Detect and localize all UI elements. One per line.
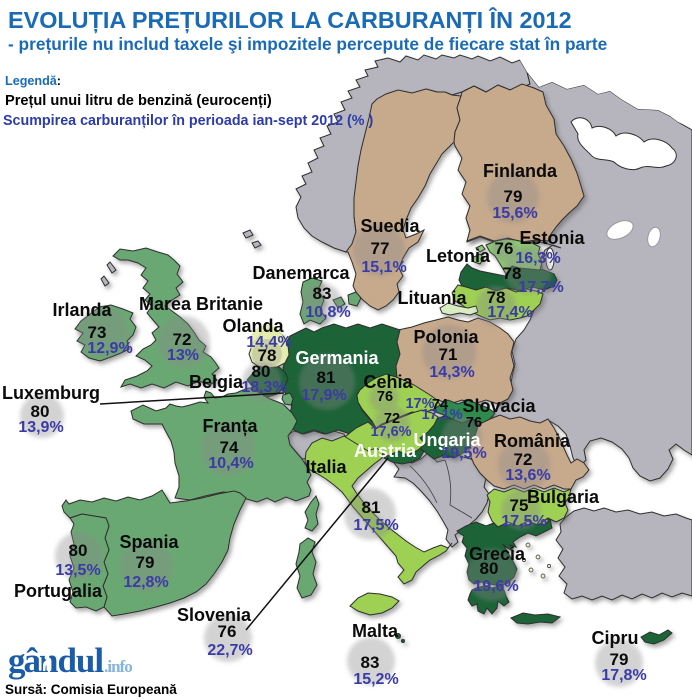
svg-text:17,5%: 17,5%: [353, 517, 398, 534]
svg-text:Polonia: Polonia: [413, 327, 479, 347]
svg-text:80: 80: [480, 559, 499, 578]
svg-text:18,3%: 18,3%: [241, 379, 286, 396]
svg-text:România: România: [494, 431, 571, 451]
svg-text:15,2%: 15,2%: [353, 671, 398, 688]
svg-text:EVOLUȚIA PREȚURILOR LA CARBURA: EVOLUȚIA PREȚURILOR LA CARBURANȚI ÎN 201…: [8, 6, 572, 33]
svg-text:Sursă: Comisia Europeană: Sursă: Comisia Europeană: [5, 682, 177, 697]
svg-text:Spania: Spania: [119, 532, 179, 552]
svg-text:22,7%: 22,7%: [207, 642, 252, 659]
svg-text:Letonia: Letonia: [426, 246, 491, 266]
svg-text:Legendă:: Legendă:: [5, 74, 61, 88]
svg-text:13%: 13%: [167, 347, 199, 364]
svg-text:79: 79: [504, 187, 523, 206]
svg-text:Irlanda: Irlanda: [52, 300, 112, 320]
svg-text:Franța: Franța: [202, 416, 258, 436]
svg-text:13,6%: 13,6%: [505, 467, 550, 484]
svg-text:Bulgaria: Bulgaria: [527, 487, 600, 507]
svg-text:80: 80: [252, 362, 271, 381]
svg-text:Italia: Italia: [305, 457, 347, 477]
svg-text:Marea Britanie: Marea Britanie: [139, 294, 263, 314]
svg-text:80: 80: [31, 402, 50, 421]
svg-text:13,5%: 13,5%: [55, 562, 100, 579]
svg-text:78: 78: [503, 264, 522, 283]
svg-text:Portugalia: Portugalia: [14, 581, 103, 601]
svg-text:Olanda: Olanda: [222, 316, 284, 336]
svg-text:78: 78: [487, 288, 506, 307]
svg-text:74: 74: [432, 397, 448, 413]
svg-text:75: 75: [510, 496, 529, 515]
svg-text:Slovenia: Slovenia: [177, 605, 252, 625]
svg-text:76: 76: [466, 415, 482, 431]
svg-text:79: 79: [136, 553, 155, 572]
svg-text:Cehia: Cehia: [363, 372, 413, 392]
svg-text:76: 76: [495, 239, 514, 258]
svg-text:Prețul unui litru de benzină (: Prețul unui litru de benzină (eurocenți): [5, 93, 272, 109]
svg-text:17,9%: 17,9%: [301, 387, 346, 404]
svg-text:81: 81: [362, 498, 381, 517]
svg-text:Slovacia: Slovacia: [462, 396, 536, 416]
svg-text:Estonia: Estonia: [519, 228, 585, 248]
svg-text:19,5%: 19,5%: [441, 445, 486, 462]
svg-text:17%: 17%: [405, 396, 434, 412]
svg-text:13,9%: 13,9%: [18, 419, 63, 436]
svg-text:72: 72: [384, 411, 400, 427]
svg-text:77: 77: [371, 239, 390, 258]
svg-text:14,4%: 14,4%: [246, 334, 291, 351]
svg-text:17,8%: 17,8%: [601, 667, 646, 684]
svg-text:Scumpirea carburanților în per: Scumpirea carburanților în perioada ian-…: [3, 113, 373, 129]
svg-text:74: 74: [220, 438, 239, 457]
svg-text:14,3%: 14,3%: [429, 364, 474, 381]
svg-text:Malta: Malta: [352, 621, 399, 641]
svg-text:79: 79: [610, 650, 629, 669]
svg-text:17,4%: 17,4%: [487, 304, 532, 321]
svg-text:Danemarca: Danemarca: [252, 263, 350, 283]
svg-text:15,1%: 15,1%: [361, 259, 406, 276]
svg-text:76: 76: [218, 622, 237, 641]
svg-text:17,1%: 17,1%: [421, 407, 462, 423]
svg-text:Luxemburg: Luxemburg: [2, 383, 100, 403]
svg-text:Grecia: Grecia: [469, 544, 526, 564]
svg-text:Finlanda: Finlanda: [483, 161, 558, 181]
svg-text:Suedia: Suedia: [360, 216, 420, 236]
svg-text:17,5%: 17,5%: [501, 513, 546, 530]
svg-text:10,8%: 10,8%: [305, 304, 350, 321]
svg-text:Belgia: Belgia: [189, 372, 244, 392]
svg-text:10,4%: 10,4%: [208, 455, 253, 472]
svg-text:Lituania: Lituania: [397, 288, 467, 308]
svg-text:17,6%: 17,6%: [370, 424, 411, 440]
svg-text:83: 83: [313, 284, 332, 303]
svg-text:76: 76: [377, 389, 393, 405]
svg-text:12,8%: 12,8%: [123, 574, 168, 591]
svg-text:72: 72: [173, 330, 192, 349]
svg-text:71: 71: [439, 345, 458, 364]
svg-text:78: 78: [258, 346, 277, 365]
svg-text:Ungaria: Ungaria: [413, 430, 481, 450]
svg-text:73: 73: [88, 323, 107, 342]
svg-text:83: 83: [361, 653, 380, 672]
svg-text:19,6%: 19,6%: [473, 578, 518, 595]
svg-text:15,6%: 15,6%: [492, 205, 537, 222]
svg-text:Germania: Germania: [295, 348, 379, 368]
svg-text:17,7%: 17,7%: [518, 279, 563, 296]
svg-text:81: 81: [317, 368, 336, 387]
svg-text:80: 80: [69, 541, 88, 560]
svg-text:72: 72: [514, 450, 533, 469]
svg-text:- prețurile nu includ taxele ş: - prețurile nu includ taxele şi impozite…: [8, 34, 608, 54]
svg-text:16,3%: 16,3%: [515, 250, 560, 267]
svg-text:12,9%: 12,9%: [87, 340, 132, 357]
svg-text:Austria: Austria: [354, 441, 417, 461]
svg-text:Cipru: Cipru: [592, 628, 639, 648]
